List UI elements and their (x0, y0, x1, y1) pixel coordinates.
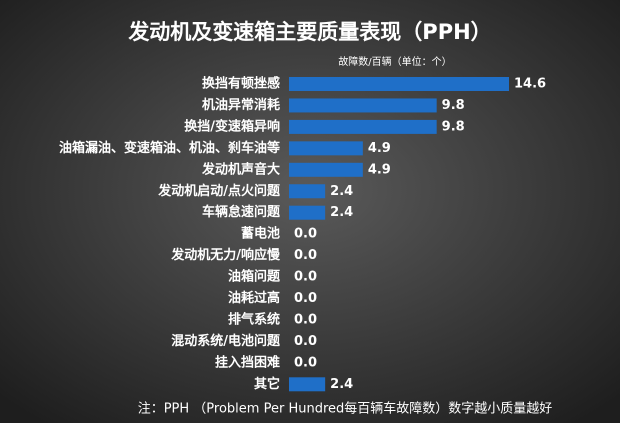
value-label: 4.9 (368, 162, 391, 177)
bar (289, 184, 326, 199)
value-label: 0.0 (294, 355, 317, 370)
category-label: 挂入挡困难 (215, 354, 280, 370)
bar (289, 141, 363, 156)
value-label: 0.0 (294, 248, 317, 263)
bar (289, 205, 326, 220)
bar (289, 98, 437, 113)
category-label: 发动机声音大 (201, 161, 280, 177)
bar (289, 119, 437, 134)
value-label: 0.0 (294, 227, 317, 242)
value-label: 2.4 (330, 377, 353, 392)
value-label: 14.6 (514, 77, 546, 92)
category-label: 其它 (254, 376, 280, 392)
value-label: 0.0 (294, 270, 317, 285)
category-label: 发动机无力/响应慢 (170, 247, 281, 263)
category-label: 车辆怠速问题 (202, 204, 281, 220)
value-label: 0.0 (294, 312, 317, 327)
category-label: 油箱漏油、变速箱油、机油、刹车油等 (59, 140, 280, 156)
category-label: 机油异常消耗 (202, 97, 280, 113)
value-label: 0.0 (294, 334, 317, 349)
chart-title: 发动机及变速箱主要质量表现（PPH） (127, 20, 491, 44)
bar (289, 77, 509, 91)
category-label: 排气系统 (228, 311, 280, 327)
value-label: 9.8 (442, 119, 465, 134)
category-label: 蓄电池 (241, 226, 280, 242)
category-label: 换挡有顿挫感 (202, 76, 280, 92)
value-label: 4.9 (368, 141, 391, 156)
value-label: 0.0 (294, 291, 317, 306)
category-label: 油耗过高 (228, 290, 280, 306)
value-label: 2.4 (330, 205, 353, 220)
bar (289, 377, 326, 392)
category-label: 发动机启动/点火问题 (157, 183, 281, 199)
category-label: 换挡/变速箱异响 (184, 118, 280, 134)
category-label: 油箱问题 (228, 269, 281, 285)
value-label: 2.4 (330, 184, 353, 199)
chart-subtitle: 故障数/百辆（单位：个） (338, 55, 451, 68)
category-label: 混动系统/电池问题 (171, 333, 281, 349)
value-label: 9.8 (442, 98, 465, 113)
footnote: 注：PPH （Problem Per Hundred每百辆车故障数）数字越小质量… (138, 401, 553, 417)
bar (289, 162, 363, 177)
